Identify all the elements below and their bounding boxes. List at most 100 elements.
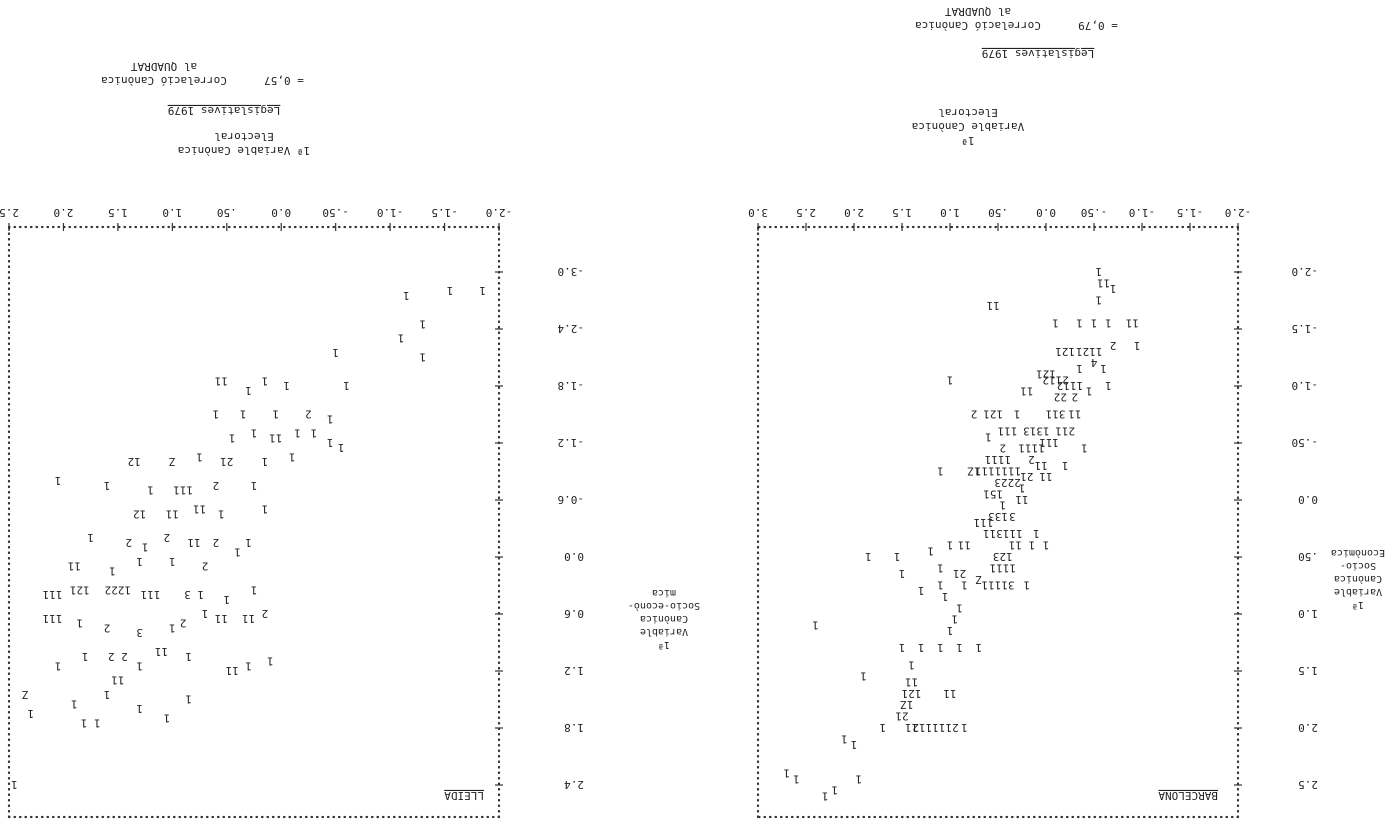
scatter-point: 1	[147, 484, 154, 497]
x-tick-label: 0.0	[1036, 206, 1056, 219]
scatter-point: 2111112	[912, 721, 958, 734]
scatter-point: 21	[953, 567, 966, 580]
scatter-point: 123	[993, 550, 1013, 563]
region-label: LLEIDA	[444, 789, 484, 802]
scatter-point: 1	[55, 659, 62, 672]
x-tick-label: 2.0	[54, 206, 74, 219]
scatter-point: 1	[234, 545, 241, 558]
scatter-point: 2	[125, 536, 132, 549]
scatter-point: 1	[403, 289, 410, 302]
scatter-point: 1	[245, 384, 252, 397]
scatter-point: 11	[905, 675, 918, 688]
scatter-point: 1	[942, 590, 949, 603]
chart-title: Legislatives 1979	[982, 47, 1095, 60]
scatter-point: 11	[187, 536, 200, 549]
y-tick-label: -2.4	[557, 322, 584, 335]
scatter-point: 1	[419, 351, 426, 364]
scatter-point: 21	[1020, 470, 1033, 483]
scatter-point: 1	[419, 317, 426, 330]
scatter-point: 111	[173, 484, 193, 497]
scatter-point: 11	[242, 612, 255, 625]
scatter-point: 1	[1095, 294, 1102, 307]
scatter-point: 1	[136, 659, 143, 672]
scatter-point: 11	[1126, 316, 1139, 329]
scatter-point: 1 1	[81, 716, 101, 729]
scatter-point: 1	[332, 346, 339, 359]
scatter-point: 11	[905, 721, 918, 734]
scatter-point: 1	[82, 650, 89, 663]
scatter-point: 21	[220, 455, 233, 468]
scatter-point: 1	[169, 555, 176, 568]
scatter-point: 1	[11, 778, 18, 791]
scatter-point: 2223	[994, 476, 1021, 489]
scatter-point: 11	[1039, 470, 1052, 483]
scatter-point: 1	[1110, 282, 1117, 295]
scatter-point: 211	[1055, 425, 1075, 438]
quadrat-label: al QUADRAT	[131, 60, 198, 73]
scatter-point: 1	[1095, 265, 1102, 278]
y-tick-label: 1.8	[564, 721, 584, 734]
x-tick-label: -1.0	[377, 206, 404, 219]
scatter-point: 1	[851, 738, 858, 751]
scatter-point: 1	[841, 732, 848, 745]
y-axis-label: Canònica	[1334, 573, 1382, 585]
x-tick-label: 2.0	[844, 206, 864, 219]
scatter-point: 11	[215, 374, 228, 387]
scatter-point: 1	[1062, 459, 1069, 472]
scatter-point: 1	[327, 412, 334, 425]
scatter-point: 1	[937, 641, 944, 654]
x-tick-label: .50	[988, 206, 1008, 219]
lleida-panel: -2.0 -1.5 -1.0 -.50 0.0 .50 1.0 1.5 2.0 2.5 -3.0 -2…	[0, 60, 700, 819]
x-tick-label: -2.0	[486, 206, 513, 219]
scatter-point: 2	[305, 408, 312, 421]
scatter-point: 1	[164, 712, 171, 725]
scatter-point: 2	[999, 442, 1006, 455]
scatter-point: 1	[937, 465, 944, 478]
x-tick-label: -1.5	[431, 206, 458, 219]
scatter-point: 11	[1015, 493, 1028, 506]
scatter-point: 1	[267, 655, 274, 668]
scatter-point: 1	[327, 436, 334, 449]
scatter-point: 1	[961, 721, 968, 734]
scatter-point: 1	[1105, 379, 1112, 392]
y-tick-label: 2.4	[564, 778, 584, 791]
scatter-point: 1	[937, 561, 944, 574]
x-tick-label: 0.0	[271, 206, 291, 219]
scatter-point: 1	[999, 499, 1006, 512]
scatter-point: 1	[947, 624, 954, 637]
scatter-point: 121	[70, 583, 90, 596]
scatter-point: 1	[479, 284, 486, 297]
scatter-point: 1	[975, 641, 982, 654]
scatter-point: 121	[1036, 368, 1056, 381]
scatter-point: 11	[958, 539, 971, 552]
quadrat-label: al QUADRAT	[945, 5, 1012, 18]
scatter-point: 111311	[983, 527, 1023, 540]
scatter-point: 1	[251, 427, 258, 440]
scatter-point: 1	[311, 427, 318, 440]
scatter-point: 1	[1105, 316, 1112, 329]
correlation-label: Correlació Canònica	[101, 74, 227, 87]
scatter-point: 1	[927, 544, 934, 557]
scatter-point: 11	[269, 431, 282, 444]
x-tick-label: -1.0	[1129, 206, 1156, 219]
scatter-point: 311	[1046, 408, 1066, 421]
scatter-point: 1	[822, 789, 829, 802]
scatter-point: 1	[961, 579, 968, 592]
scatter-point: Z	[169, 455, 176, 468]
scatter-point: 1	[855, 772, 862, 785]
scatter-point: 1	[947, 539, 954, 552]
scatter-point: 31111	[981, 579, 1014, 592]
scatter-point: 1	[294, 427, 301, 440]
scatter-point: 121	[1055, 345, 1075, 358]
scatter-point: 1111	[985, 453, 1012, 466]
scatter-point: 2	[202, 560, 209, 573]
scatter-point: 1	[1043, 539, 1050, 552]
y-axis-label: Econòmica	[1331, 547, 1385, 559]
scatter-point: 111	[43, 588, 63, 601]
scatter-point: 2	[213, 479, 220, 492]
scatter-point: 1	[1052, 316, 1059, 329]
scatter-point: 1	[202, 607, 209, 620]
scatter-point: 1	[87, 531, 94, 544]
scatter-point: 1	[1076, 362, 1083, 375]
scatter-point: 1222	[105, 583, 132, 596]
